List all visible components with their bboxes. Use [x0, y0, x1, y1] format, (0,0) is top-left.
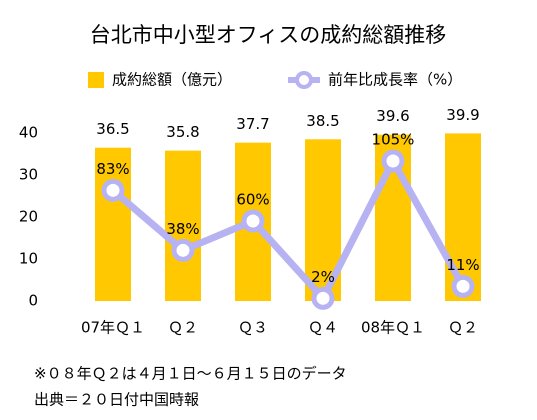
bar-value-label: 37.7 — [236, 115, 269, 133]
line-marker — [241, 209, 265, 233]
line-marker — [101, 178, 125, 202]
legend-swatch — [295, 71, 313, 89]
line — [110, 157, 467, 302]
line-marker — [171, 238, 195, 262]
bar-value-label: 39.6 — [376, 107, 409, 125]
line-value-label: 38% — [166, 220, 199, 238]
note: ※０８年Ｑ２は４月１日〜６月１５日のデータ — [34, 365, 347, 383]
line-value-label: 60% — [236, 191, 269, 209]
legend-swatch — [88, 72, 104, 88]
x-tick-label: 07年Ｑ１ — [81, 319, 145, 337]
bar-value-label: 38.5 — [306, 112, 339, 130]
y-tick-label: 30 — [19, 166, 38, 184]
x-tick-label: 08年Ｑ１ — [361, 319, 425, 337]
bar-value-label: 35.8 — [166, 123, 199, 141]
legend-label: 成約総額（億元） — [112, 71, 232, 89]
line-value-label: 2% — [311, 268, 335, 286]
x-tick-label: Ｑ４ — [308, 319, 338, 337]
bar-value-label: 36.5 — [96, 120, 129, 138]
bar — [445, 133, 481, 301]
x-tick-label: Ｑ３ — [238, 319, 268, 337]
note: 出典＝２０日付中国時報 — [34, 391, 199, 409]
line-marker — [381, 149, 405, 173]
legend-label: 前年比成長率（%） — [328, 71, 462, 89]
y-tick-label: 0 — [28, 292, 38, 310]
line-marker — [311, 286, 335, 310]
bar — [95, 147, 131, 301]
y-tick-label: 10 — [19, 250, 38, 268]
y-tick-label: 40 — [19, 124, 38, 142]
bar-value-label: 39.9 — [446, 106, 479, 124]
bar — [165, 150, 201, 301]
x-tick-label: Ｑ２ — [168, 319, 198, 337]
line-value-label: 105% — [372, 131, 415, 149]
line-marker — [451, 274, 475, 298]
y-tick-label: 20 — [19, 208, 38, 226]
x-tick-label: Ｑ２ — [448, 319, 478, 337]
line-value-label: 83% — [96, 160, 129, 178]
line-value-label: 11% — [446, 256, 479, 274]
chart-title: 台北市中小型オフィスの成約総額推移 — [90, 23, 447, 47]
